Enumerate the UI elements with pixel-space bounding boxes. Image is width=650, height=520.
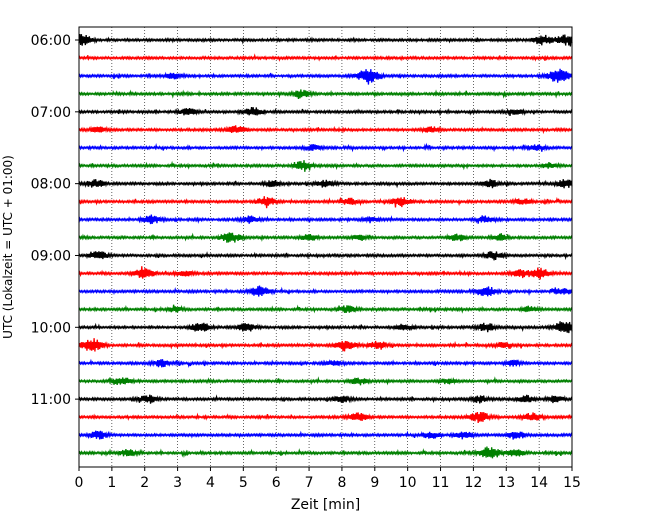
x-tick-label: 11 bbox=[432, 475, 450, 491]
trace-0830 bbox=[78, 214, 573, 225]
y-tick-label: 07:00 bbox=[31, 105, 71, 121]
trace-1100 bbox=[78, 394, 573, 404]
y-tick-label: 09:00 bbox=[31, 248, 71, 264]
trace-1030 bbox=[78, 358, 573, 369]
trace-0715 bbox=[78, 125, 573, 135]
trace-1045 bbox=[78, 376, 573, 386]
x-tick-label: 9 bbox=[370, 475, 379, 491]
trace-1115 bbox=[78, 411, 573, 424]
x-tick-label: 13 bbox=[497, 475, 515, 491]
x-tick-label: 12 bbox=[464, 475, 482, 491]
x-tick-label: 5 bbox=[239, 475, 248, 491]
x-axis-ticks: 0 1 2 3 4 5 6 7 8 9 10 11 12 13 14 15 bbox=[75, 467, 581, 491]
x-tick-label: 0 bbox=[75, 475, 84, 491]
trace-0615 bbox=[78, 53, 573, 62]
x-axis-label: Zeit [min] bbox=[291, 497, 360, 513]
x-tick-label: 10 bbox=[399, 475, 417, 491]
y-tick-label: 11:00 bbox=[31, 392, 71, 408]
trace-0730 bbox=[78, 142, 573, 153]
x-tick-label: 2 bbox=[140, 475, 149, 491]
trace-1015 bbox=[78, 338, 573, 352]
trace-1130 bbox=[78, 430, 573, 440]
trace-0845 bbox=[78, 232, 573, 243]
trace-0645 bbox=[78, 89, 573, 99]
x-tick-label: 6 bbox=[272, 475, 281, 491]
trace-0800 bbox=[78, 178, 573, 189]
trace-0815 bbox=[78, 196, 573, 209]
x-tick-label: 7 bbox=[305, 475, 314, 491]
y-tick-label: 06:00 bbox=[31, 33, 71, 49]
plot-frame bbox=[78, 26, 573, 468]
x-tick-label: 1 bbox=[107, 475, 116, 491]
trace-0930 bbox=[78, 285, 573, 297]
trace-0630 bbox=[78, 68, 573, 85]
vertical-grid bbox=[111, 27, 540, 467]
trace-0915 bbox=[78, 266, 573, 280]
trace-1145 bbox=[78, 446, 573, 459]
x-tick-label: 14 bbox=[530, 475, 548, 491]
x-tick-label: 3 bbox=[173, 475, 182, 491]
trace-group bbox=[78, 34, 573, 459]
trace-1000 bbox=[78, 321, 573, 334]
x-tick-label: 8 bbox=[337, 475, 346, 491]
y-tick-label: 08:00 bbox=[31, 177, 71, 193]
trace-0945 bbox=[78, 304, 573, 314]
trace-0700 bbox=[78, 106, 573, 117]
y-axis-label: UTC (Lokalzeit = UTC + 01:00) bbox=[1, 155, 15, 339]
y-tick-label: 10:00 bbox=[31, 320, 71, 336]
trace-0745 bbox=[78, 160, 573, 172]
x-tick-label: 4 bbox=[206, 475, 215, 491]
trace-0900 bbox=[78, 251, 573, 261]
trace-0600 bbox=[78, 34, 573, 47]
y-axis-ticks: 06:00 07:00 08:00 09:00 10:00 11:00 bbox=[31, 33, 79, 408]
x-tick-label: 15 bbox=[563, 475, 581, 491]
